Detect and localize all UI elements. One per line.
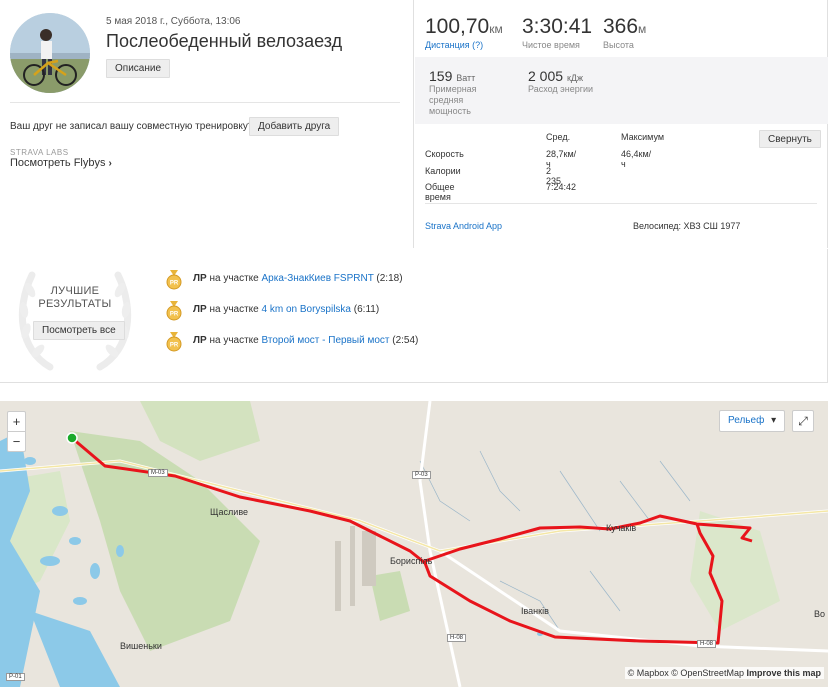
map-road-label: Н-08 [447,634,467,642]
map-canvas [0,401,828,687]
row-speed-max: 46,4км/ч [621,149,652,169]
collapse-button[interactable]: Свернуть [759,130,821,148]
elevation-unit: м [638,22,647,36]
bike-info: Велосипед: ХВЗ СШ 1977 [633,221,741,231]
add-friend-button[interactable]: Добавить друга [249,117,340,136]
moving-time-label: Чистое время [522,40,580,50]
laurel-wreath-icon [18,271,132,371]
power-label: Примерная средняя мощность [429,84,477,116]
pr-medal-icon: PR [166,301,182,321]
power-unit: Ватт [456,73,476,83]
mapbox-attribution-link[interactable]: © Mapbox [627,668,669,678]
route-map[interactable]: Щасливе Бориспіль Іванків Кучаків Вишень… [0,401,828,687]
stat-energy: 2 005 кДж Расход энергии [528,68,593,95]
flyby-link[interactable]: Посмотреть Flybys › [10,157,112,169]
pr-prefix: на участке [209,335,259,346]
elevation-label: Высота [603,40,634,50]
column-max: Максимум [621,132,665,142]
pr-time: (6:11) [353,304,380,315]
pr-segment-link[interactable]: Второй мост - Первый мост [261,335,390,346]
flyby-link-label: Посмотреть Flybys [10,157,106,169]
divider [10,102,400,103]
stat-moving-time: 3:30:41 Чистое время [522,15,592,50]
route-line [71,436,753,645]
chevron-right-icon: › [108,158,112,169]
best-results-line2: РЕЗУЛЬТАТЫ [38,298,112,310]
activity-summary-card: 5 мая 2018 г., Суббота, 13:06 Послеобеде… [0,0,828,248]
map-road-label: Р-03 [412,471,431,479]
description-button[interactable]: Описание [106,59,171,78]
pr-segment-link[interactable]: 4 km on Boryspilska [261,304,351,315]
friend-prompt: Ваш друг не записал вашу совместную трен… [10,121,254,132]
start-marker-icon [66,432,78,444]
map-attribution: © Mapbox © OpenStreetMap Improve this ma… [624,667,824,679]
pr-segment-link[interactable]: Арка-ЗнакКиев FSPRNT [261,273,374,284]
zoom-in-button[interactable]: + [8,412,25,432]
energy-value: 2 005 [528,68,564,84]
stat-elevation: 366м Высота [603,15,646,50]
map-town-label: Щасливе [210,507,249,517]
distance-label[interactable]: Дистанция (?) [425,40,484,50]
best-results-line1: ЛУЧШИЕ [50,285,100,297]
pr-medal-text: PR [170,281,179,287]
pr-badge: ЛР [193,335,207,346]
see-all-button[interactable]: Посмотреть все [33,321,125,340]
row-calories-label: Калории [425,166,461,176]
map-town-label: Бориспіль [390,556,433,566]
pr-time: (2:18) [376,273,403,284]
fullscreen-icon[interactable]: ⤢ [792,410,814,432]
strava-labs-label: STRAVA LABS [10,148,69,157]
pr-medal-icon: PR [166,270,182,290]
distance-value: 100,70 [425,15,490,38]
pr-medal-icon: PR [166,332,182,352]
achievements-section: ЛУЧШИЕ РЕЗУЛЬТАТЫ Посмотреть все PR ЛР н… [0,249,828,383]
moving-time-value: 3:30:41 [522,15,593,38]
map-layer-select[interactable]: Рельеф ▾ [719,410,785,432]
map-town-label: Іванків [521,606,549,616]
zoom-control: + − [7,411,26,452]
chevron-down-icon: ▾ [771,415,777,426]
pr-medal-text: PR [170,312,179,318]
row-calories-avg: 2 235 [546,166,562,186]
zoom-out-button[interactable]: − [12,434,21,449]
best-results-title: ЛУЧШИЕ РЕЗУЛЬТАТЫ [20,285,130,311]
row-total-time-avg: 7:24:42 [546,182,577,192]
pr-badge: ЛР [193,304,207,315]
osm-attribution-link[interactable]: © OpenStreetMap [671,668,744,678]
activity-date: 5 мая 2018 г., Суббота, 13:06 [106,16,241,27]
activity-stats-panel: 100,70км Дистанция (?) 3:30:41 Чистое вр… [413,0,828,248]
stat-distance: 100,70км Дистанция (?) [425,15,503,50]
map-town-label: Вишеньки [120,641,162,651]
improve-map-link[interactable]: Improve this map [746,668,821,678]
map-layer-label: Рельеф [728,415,765,426]
divider [425,203,817,204]
pr-badge: ЛР [193,273,207,284]
power-value: 159 [429,68,453,84]
column-avg: Сред. [546,132,571,142]
row-total-time-label: Общее время [425,182,455,202]
elevation-value: 366 [603,15,639,38]
energy-unit: кДж [566,73,583,83]
map-road-label: Н-08 [697,640,717,648]
energy-label: Расход энергии [528,84,594,94]
activity-title: Послеобеденный велозаезд [106,31,343,51]
device-app-link[interactable]: Strava Android App [425,221,503,231]
distance-unit: км [489,22,503,36]
map-road-label: Р-01 [6,673,25,681]
row-speed-avg: 28,7км/ч [546,149,577,169]
pr-medal-text: PR [170,343,179,349]
pr-prefix: на участке [209,273,259,284]
stat-power: 159 Ватт Примерная средняя мощность [429,68,499,117]
map-town-label: Во [814,609,826,619]
athlete-avatar[interactable] [10,13,90,93]
map-town-label: Кучаків [606,523,637,533]
map-road-label: М-03 [148,469,168,477]
power-band [415,57,828,124]
pr-time: (2:54) [392,335,419,346]
activity-header: 5 мая 2018 г., Суббота, 13:06 Послеобеде… [0,0,413,248]
row-speed-label: Скорость [425,149,464,159]
pr-prefix: на участке [209,304,259,315]
